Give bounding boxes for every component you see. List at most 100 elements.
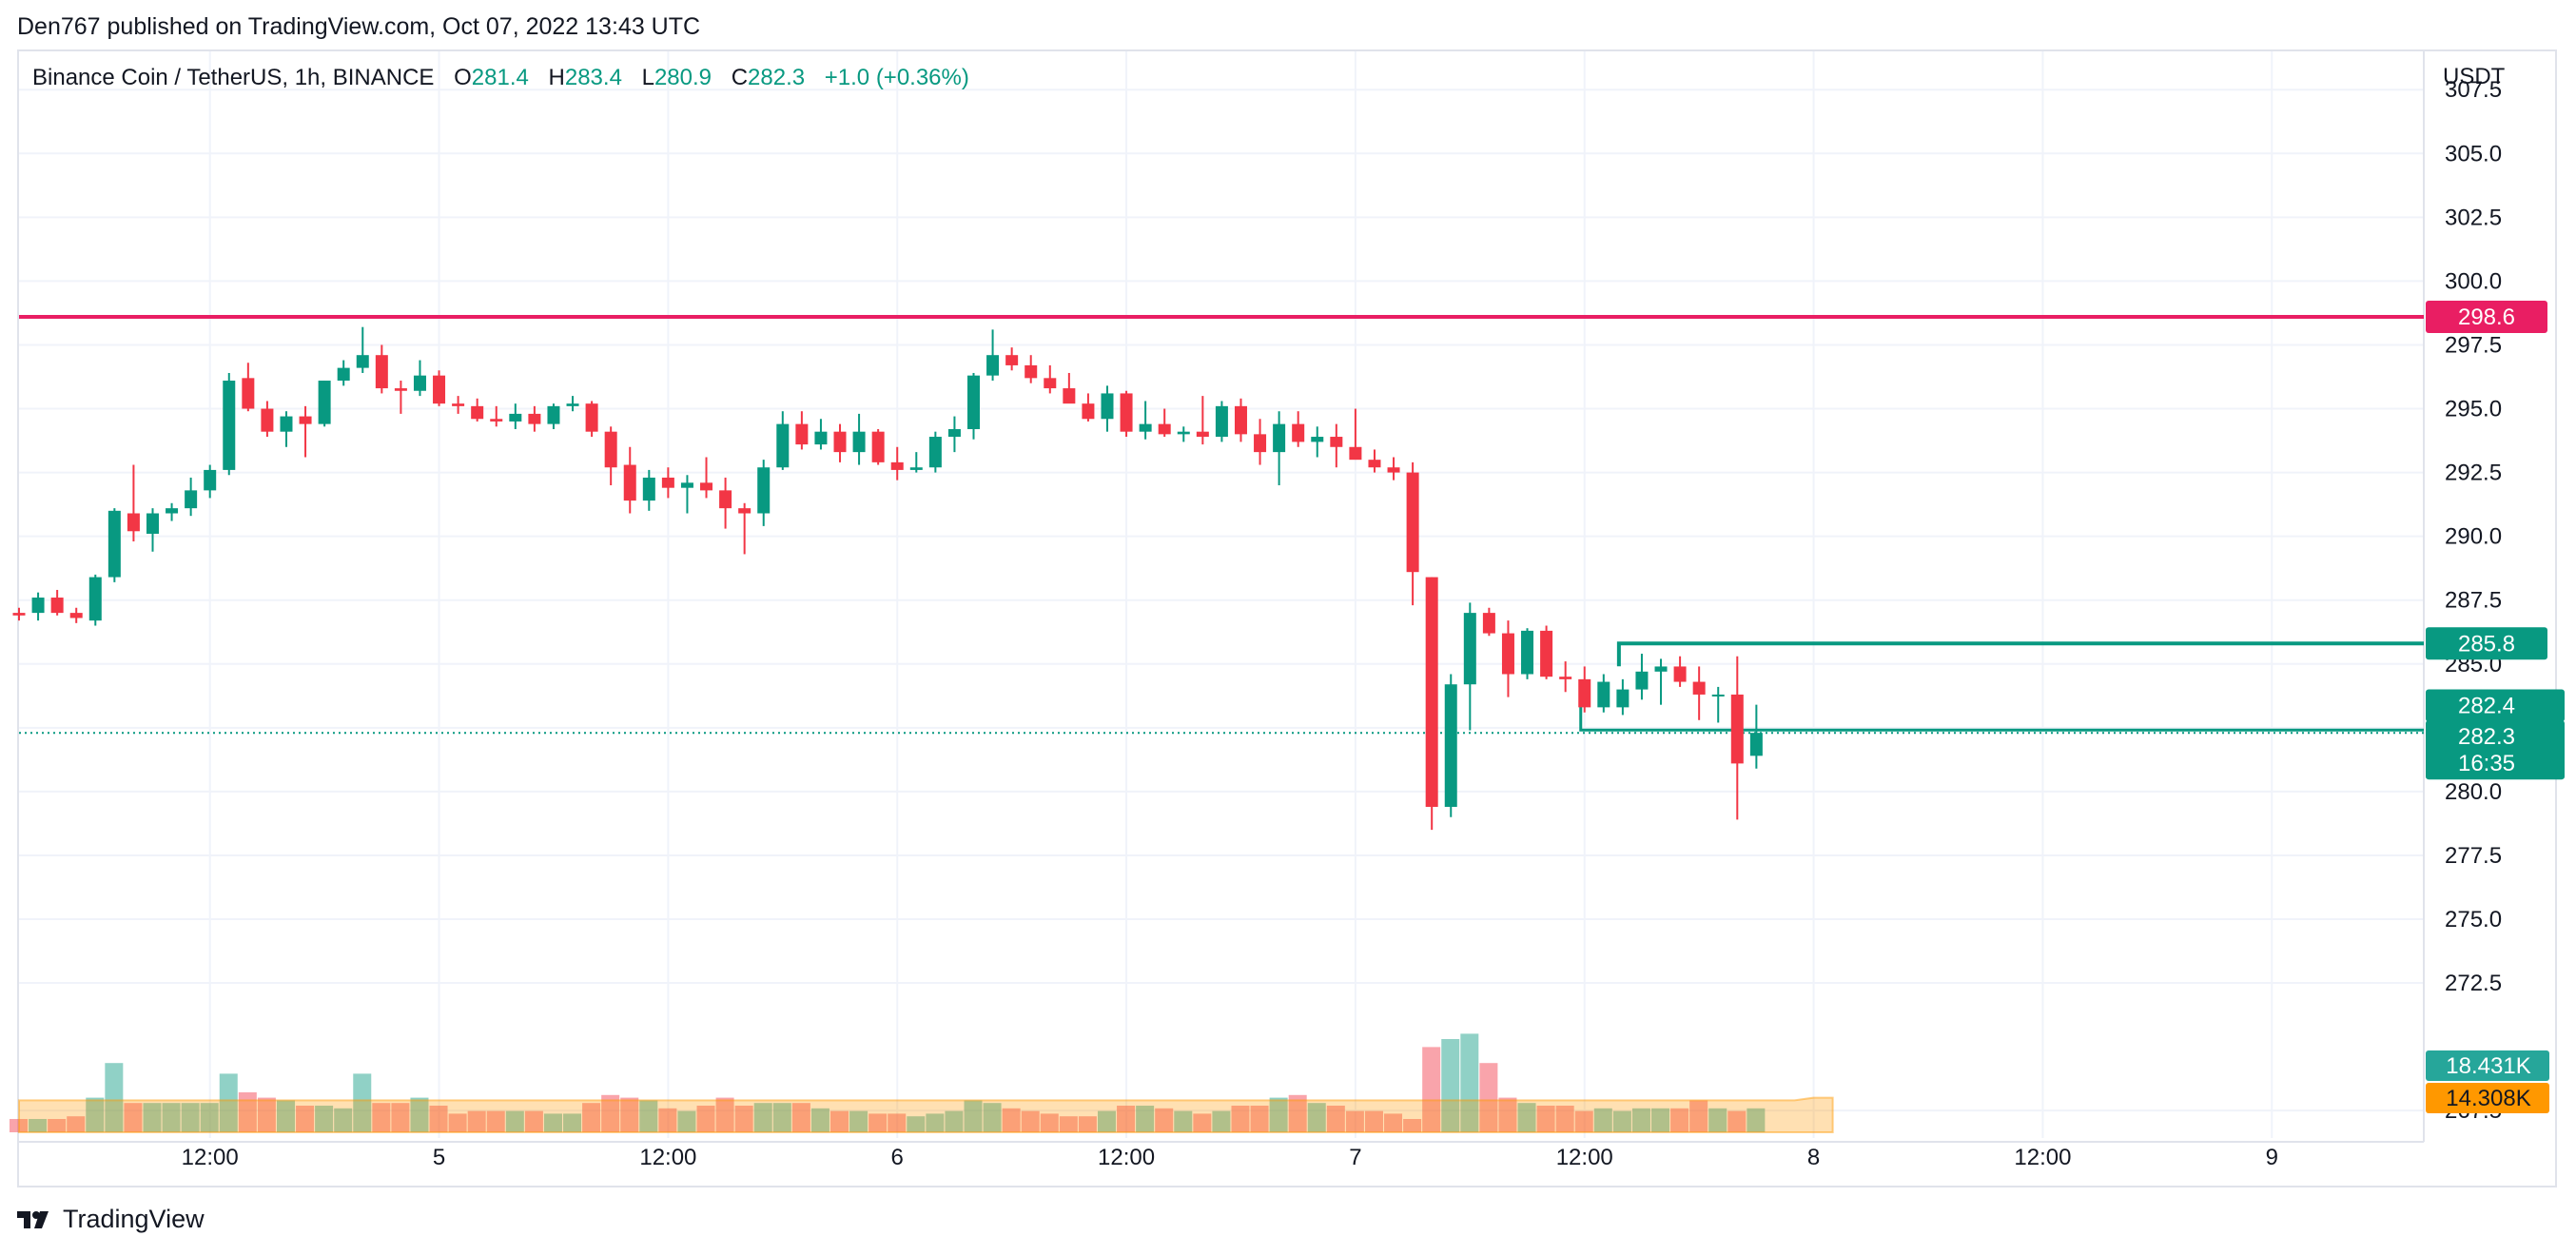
volume-bar bbox=[907, 1116, 926, 1132]
tradingview-logo[interactable]: TradingView bbox=[17, 1205, 205, 1234]
candle-body bbox=[69, 613, 83, 618]
volume-bar bbox=[1174, 1110, 1193, 1132]
low-value: 280.9 bbox=[654, 65, 712, 90]
price-tag-label: 282.4 bbox=[2458, 694, 2515, 719]
volume-bar bbox=[410, 1097, 429, 1132]
volume-bar bbox=[276, 1100, 295, 1132]
volume-bar bbox=[1040, 1113, 1059, 1132]
price-tick-label: 300.0 bbox=[2445, 268, 2502, 294]
resistance-price-label: 298.6 bbox=[2458, 304, 2515, 330]
volume-bar bbox=[1670, 1108, 1689, 1132]
candle-body bbox=[700, 482, 713, 491]
candle-body bbox=[490, 419, 503, 422]
candle-body bbox=[1501, 633, 1514, 675]
close-label: C bbox=[731, 65, 749, 90]
volume-bar bbox=[1364, 1110, 1383, 1132]
volume-bar bbox=[543, 1113, 562, 1132]
volume-bar bbox=[524, 1110, 543, 1132]
volume-bar bbox=[1593, 1108, 1612, 1132]
volume-bar bbox=[48, 1119, 67, 1132]
volume-bar bbox=[1441, 1039, 1460, 1132]
volume-bar bbox=[105, 1063, 124, 1132]
candle-body bbox=[1692, 681, 1706, 695]
candle-body bbox=[1406, 472, 1419, 573]
price-tick-label: 275.0 bbox=[2445, 907, 2502, 932]
volume-bar bbox=[639, 1100, 658, 1132]
volume-bar bbox=[296, 1106, 315, 1132]
symbol-legend: Binance Coin / TetherUS, 1h, BINANCE O28… bbox=[32, 65, 969, 91]
candle-body bbox=[890, 461, 904, 470]
volume-bar bbox=[715, 1097, 734, 1132]
candle-body bbox=[166, 508, 179, 514]
candle-body bbox=[1063, 388, 1076, 404]
volume-bar bbox=[257, 1097, 276, 1132]
volume-bar bbox=[1250, 1106, 1269, 1132]
volume-bar bbox=[582, 1103, 601, 1132]
volume-bar bbox=[200, 1103, 219, 1132]
volume-bar bbox=[888, 1113, 907, 1132]
candle-body bbox=[1044, 378, 1057, 389]
candle-body bbox=[1330, 437, 1343, 447]
volume-bar bbox=[1708, 1108, 1727, 1132]
volume-bar bbox=[849, 1110, 868, 1132]
candle-body bbox=[242, 378, 255, 409]
support-price-label: 285.8 bbox=[2458, 631, 2515, 657]
volume-bar bbox=[1097, 1110, 1116, 1132]
volume-bar bbox=[926, 1113, 945, 1132]
high-label: H bbox=[548, 65, 565, 90]
candle-body bbox=[433, 375, 446, 404]
candle-body bbox=[1311, 437, 1324, 442]
lower-line bbox=[1579, 705, 2424, 732]
candle-body bbox=[509, 413, 522, 422]
candle-body bbox=[852, 431, 866, 453]
volume-bar bbox=[1747, 1108, 1766, 1132]
time-tick-label: 12:00 bbox=[182, 1145, 239, 1170]
candle-body bbox=[642, 477, 655, 501]
volume-bar bbox=[1212, 1110, 1231, 1132]
price-tick-label: 292.5 bbox=[2445, 461, 2502, 486]
volume-bar bbox=[1326, 1106, 1345, 1132]
volume-bar bbox=[753, 1103, 772, 1132]
candle-body bbox=[871, 431, 885, 462]
candle-body bbox=[1521, 630, 1534, 675]
time-tick-label: 12:00 bbox=[639, 1145, 696, 1170]
volume-bar bbox=[334, 1108, 353, 1132]
candle-body bbox=[394, 388, 407, 391]
candle-body bbox=[1101, 393, 1114, 420]
candle-body bbox=[299, 416, 312, 424]
volume-bar bbox=[1307, 1103, 1326, 1132]
volume-bar bbox=[219, 1073, 238, 1132]
volume-bar bbox=[1231, 1106, 1250, 1132]
candle-body bbox=[967, 375, 980, 429]
volume-bar bbox=[162, 1103, 181, 1132]
candle-body bbox=[757, 467, 771, 514]
candle-body bbox=[833, 431, 847, 453]
volume-bar bbox=[238, 1092, 257, 1132]
brand-name: TradingView bbox=[63, 1205, 205, 1233]
volume-bar bbox=[1555, 1106, 1574, 1132]
candle-body bbox=[1082, 403, 1095, 420]
volume-bar bbox=[868, 1113, 888, 1132]
last-price-tag bbox=[2426, 720, 2565, 780]
currency-label: USDT bbox=[2443, 64, 2506, 89]
candle-body bbox=[1673, 666, 1687, 682]
price-tick-label: 295.0 bbox=[2445, 397, 2502, 422]
candle-body bbox=[1254, 434, 1267, 453]
volume-bar bbox=[1612, 1110, 1631, 1132]
candle-body bbox=[12, 613, 26, 616]
support-line bbox=[1616, 641, 2424, 667]
candle-body bbox=[928, 437, 942, 468]
candle-body bbox=[585, 403, 598, 432]
low-label: L bbox=[641, 65, 654, 90]
volume-bar bbox=[945, 1110, 964, 1132]
candle-body bbox=[1425, 577, 1438, 807]
candle-body bbox=[1635, 671, 1649, 690]
volume-ma-tag-label: 14.308K bbox=[2446, 1086, 2530, 1111]
candle-body bbox=[1540, 630, 1553, 677]
volume-ma-tag bbox=[2426, 1083, 2549, 1113]
time-tick-label: 5 bbox=[433, 1145, 445, 1170]
candle-body bbox=[280, 416, 293, 432]
time-tick-label: 12:00 bbox=[2014, 1145, 2071, 1170]
candle-body bbox=[986, 355, 1000, 376]
